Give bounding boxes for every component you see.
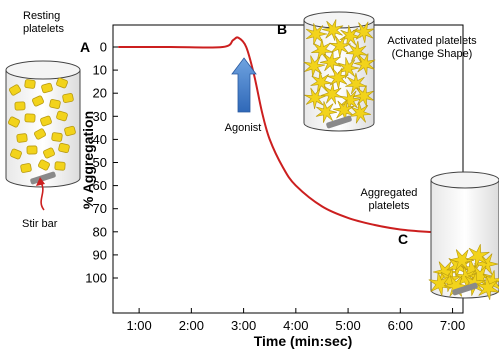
aggregated-platelet: [428, 272, 452, 296]
y-tick-label: 60: [93, 178, 107, 193]
resting-platelet: [24, 113, 36, 123]
y-tick-label: 80: [93, 224, 107, 239]
resting-platelet: [49, 99, 61, 109]
activated-platelet: [305, 23, 328, 45]
stir-bar-label: Stir bar: [22, 218, 58, 230]
resting-cylinder: [5, 60, 81, 188]
activated-platelet: [319, 51, 342, 73]
panel-a-letter: A: [80, 39, 90, 55]
x-tick-label: 6:00: [388, 318, 413, 333]
resting-platelet: [24, 79, 36, 89]
x-tick-label: 7:00: [440, 318, 465, 333]
activated-cylinder: [303, 11, 376, 132]
stir-bar-icon: [30, 171, 56, 185]
activated-platelet: [332, 99, 355, 122]
activated-platelet: [352, 21, 375, 44]
resting-platelets-label: Resting platelets: [23, 10, 64, 35]
aggregated-platelet: [476, 275, 499, 301]
activated-platelets: [303, 19, 376, 124]
resting-platelet: [26, 145, 38, 155]
resting-platelet: [62, 93, 74, 103]
activated-platelet: [315, 101, 338, 123]
resting-platelet: [51, 132, 63, 142]
activated-platelet: [310, 71, 333, 93]
panel-b-letter: B: [277, 21, 287, 37]
y-tick-label: 30: [93, 109, 107, 124]
activated-platelet: [353, 53, 376, 76]
resting-platelets: [8, 77, 76, 173]
resting-platelet: [34, 128, 46, 140]
aggregated-platelets: [428, 244, 499, 301]
aggregated-platelets-label: Aggregated platelets: [361, 187, 418, 212]
resting-platelet: [38, 159, 50, 171]
resting-platelet: [43, 147, 55, 159]
x-tick-label: 2:00: [179, 318, 204, 333]
x-tick-label: 1:00: [126, 318, 151, 333]
aggregated-platelet: [449, 249, 475, 271]
y-tick-label: 50: [93, 155, 107, 170]
resting-platelet: [64, 125, 76, 137]
resting-platelet: [32, 95, 44, 107]
aggregation-curve: [118, 36, 453, 234]
resting-platelet: [54, 161, 66, 171]
aggregated-cylinder: [428, 171, 499, 301]
stir-bar-icon: [326, 115, 352, 129]
y-tick-label: 70: [93, 201, 107, 216]
aggregated-platelet: [443, 275, 469, 297]
resting-platelet: [9, 84, 21, 96]
y-tick-label: 20: [93, 86, 107, 101]
activated-platelet: [345, 40, 368, 63]
agonist-label: Agonist: [225, 122, 262, 134]
agonist-arrow-icon: [231, 57, 257, 113]
activated-platelets-label: Activated platelets (Change Shape): [387, 35, 477, 60]
resting-platelet: [56, 110, 68, 122]
resting-platelet: [16, 133, 28, 143]
resting-platelet: [58, 142, 70, 154]
resting-platelet: [40, 115, 52, 127]
y-tick-label: 90: [93, 247, 107, 262]
y-tick-label: 40: [93, 132, 107, 147]
x-tick-label: 3:00: [231, 318, 256, 333]
activated-platelet: [337, 57, 360, 79]
stir-bar-icon: [452, 282, 478, 296]
activated-platelet: [304, 87, 326, 110]
resting-platelet: [8, 116, 20, 128]
activated-platelet: [321, 19, 344, 41]
resting-platelet: [56, 77, 68, 89]
activated-platelet: [349, 102, 372, 124]
y-tick-label: 10: [93, 63, 107, 78]
y-tick-label: 100: [85, 271, 107, 286]
plot-area: [112, 24, 464, 314]
aggregated-platelet: [466, 244, 490, 268]
aggregated-platelet: [473, 253, 499, 275]
resting-platelet: [41, 82, 53, 94]
resting-platelet: [20, 163, 32, 173]
x-tick-label: 5:00: [335, 318, 360, 333]
y-axis: 0 10 20 30 40 50 60 70 80 90 100: [85, 40, 118, 286]
x-tick-label: 4:00: [283, 318, 308, 333]
stir-bar-arrow-icon: [36, 177, 45, 211]
x-axis: 1:00 2:00 3:00 4:00 5:00 6:00 7:00: [126, 308, 465, 333]
x-axis-label: Time (min:sec): [254, 333, 353, 349]
resting-platelet: [10, 148, 22, 160]
y-tick-label: 0: [100, 40, 107, 55]
activated-platelet: [329, 35, 351, 58]
activated-platelet: [352, 85, 375, 107]
activated-platelet: [339, 89, 362, 112]
panel-c-letter: C: [398, 231, 408, 247]
y-axis-label: % Aggregation: [80, 111, 96, 209]
resting-platelet: [14, 101, 26, 111]
